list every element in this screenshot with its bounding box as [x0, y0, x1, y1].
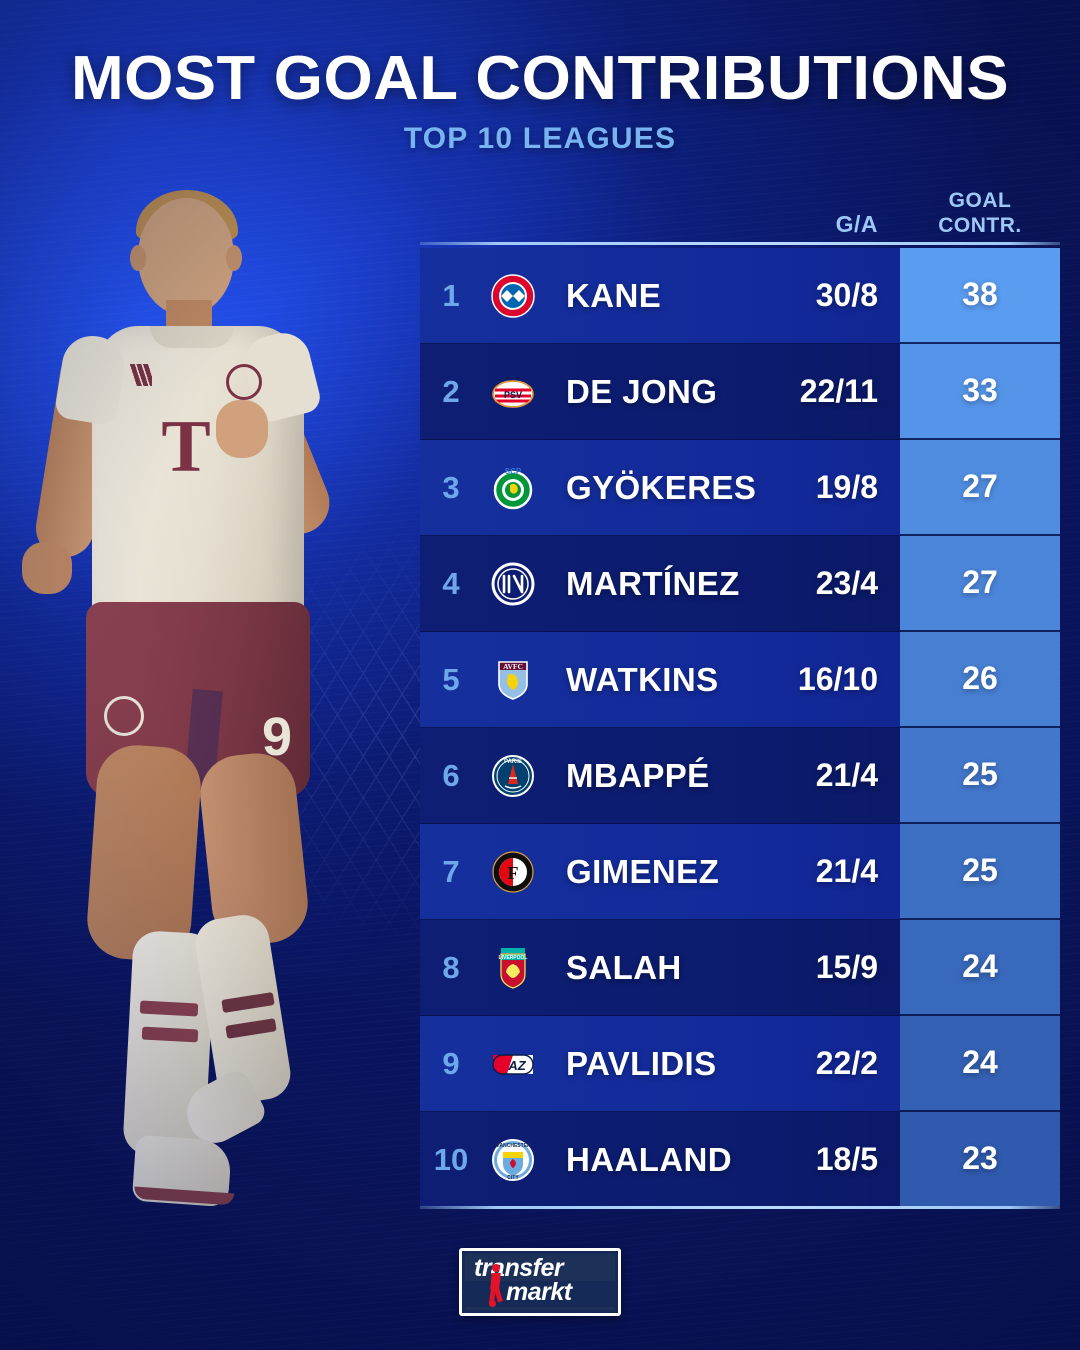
player-name: MARTÍNEZ — [566, 564, 740, 602]
goal-contributions-value: 27 — [900, 535, 1060, 632]
table-row[interactable]: 8 LIVERPOOL SALAH 15/9 24 — [420, 919, 1060, 1016]
club-crest-villa-icon: AVFC — [482, 658, 544, 702]
club-crest-psv-icon: PSV — [482, 370, 544, 414]
column-header-row: G/A GOAL CONTR. — [420, 176, 1060, 240]
player-name: GYÖKERES — [566, 468, 757, 506]
goal-contributions-value: 24 — [900, 1015, 1060, 1112]
goal-contributions-value: 33 — [900, 343, 1060, 440]
rank-number: 2 — [442, 373, 460, 409]
column-header-goal-contr: GOAL CONTR. — [900, 188, 1060, 238]
table-row[interactable]: 2 PSV DE JONG 22/11 33 — [420, 343, 1060, 440]
rank-number: 4 — [442, 565, 460, 601]
svg-text:PSV: PSV — [504, 390, 522, 400]
svg-text:MANCHESTER: MANCHESTER — [495, 1143, 531, 1149]
goal-contributions-value: 27 — [900, 439, 1060, 536]
goals-assists-value: 22/2 — [815, 1045, 878, 1081]
svg-text:LIVERPOOL: LIVERPOOL — [499, 955, 528, 961]
goals-assists-value: 18/5 — [815, 1141, 878, 1177]
player-name: DE JONG — [566, 372, 718, 410]
svg-text:PARIS: PARIS — [504, 759, 522, 765]
ranking-table: 1 KANE 30/8 38 2 PSV DE JONG 22/11 33 3 SCP GYÖKERE… — [420, 247, 1060, 1208]
goals-assists-value: 16/10 — [797, 661, 878, 697]
svg-text:AVFC: AVFC — [503, 662, 523, 671]
telekom-logo-icon: T — [161, 406, 211, 488]
column-header-ga: G/A — [835, 211, 878, 237]
svg-text:CITY: CITY — [507, 1175, 519, 1181]
rank-number: 8 — [442, 949, 460, 985]
transfermarkt-wordmark-bottom: markt — [506, 1278, 572, 1306]
table-row[interactable]: 5 AVFC WATKINS 16/10 26 — [420, 631, 1060, 728]
goal-contributions-value: 25 — [900, 727, 1060, 824]
player-name: HAALAND — [566, 1140, 732, 1178]
column-header-goal-contr-line1: GOAL — [948, 189, 1012, 212]
table-row[interactable]: 3 SCP GYÖKERES 19/8 27 — [420, 439, 1060, 536]
table-row[interactable]: 1 KANE 30/8 38 — [420, 247, 1060, 344]
player-name: GIMENEZ — [566, 852, 720, 890]
table-row[interactable]: 7 F GIMENEZ 21/4 25 — [420, 823, 1060, 920]
player-name: PAVLIDIS — [566, 1044, 717, 1082]
svg-text:F: F — [508, 863, 519, 883]
table-row[interactable]: 10 MANCHESTER CITY HAALAND 18/5 23 — [420, 1111, 1060, 1208]
rank-number: 9 — [442, 1045, 460, 1081]
page-title: MOST GOAL CONTRIBUTIONS — [70, 44, 1010, 113]
goal-contributions-value: 25 — [900, 823, 1060, 920]
goals-assists-value: 19/8 — [815, 469, 878, 505]
svg-text:AZ: AZ — [507, 1058, 526, 1073]
page-subtitle: TOP 10 LEAGUES — [403, 122, 677, 155]
club-crest-psg-icon: PARIS — [482, 754, 544, 798]
player-name: KANE — [566, 276, 662, 314]
goal-contributions-value: 26 — [900, 631, 1060, 728]
goal-contributions-value: 24 — [900, 919, 1060, 1016]
table-bottom-rule — [420, 1206, 1060, 1209]
adidas-logo-icon — [118, 364, 152, 386]
rank-number: 6 — [442, 757, 460, 793]
goals-assists-value: 23/4 — [815, 565, 878, 601]
club-crest-bayern-icon — [482, 273, 544, 318]
goals-assists-value: 21/4 — [815, 757, 878, 793]
transfermarkt-player-icon — [488, 1264, 504, 1307]
rank-number: 3 — [442, 469, 460, 505]
player-photo-harry-kane: T 9 — [0, 150, 430, 1350]
table-row[interactable]: 4 MARTÍNEZ 23/4 27 — [420, 535, 1060, 632]
player-name: WATKINS — [566, 660, 719, 698]
player-name: SALAH — [566, 948, 682, 986]
club-crest-az-icon: AZ — [482, 1042, 544, 1086]
club-crest-mancity-icon: MANCHESTER CITY — [482, 1138, 544, 1182]
goals-assists-value: 30/8 — [815, 277, 878, 313]
club-crest-liverpool-icon: LIVERPOOL — [482, 946, 544, 990]
goal-contributions-value: 38 — [900, 247, 1060, 344]
table-row[interactable]: 6 PARIS MBAPPÉ 21/4 25 — [420, 727, 1060, 824]
rank-number: 5 — [442, 661, 460, 697]
transfermarkt-wordmark-top: transfer — [474, 1254, 564, 1282]
rank-number: 1 — [442, 277, 460, 313]
club-crest-inter-icon — [482, 562, 544, 606]
rank-number: 7 — [442, 853, 460, 889]
rank-number: 10 — [433, 1141, 469, 1177]
transfermarkt-logo: transfer markt — [459, 1248, 621, 1316]
player-name: MBAPPÉ — [566, 756, 710, 794]
svg-text:SCP: SCP — [505, 467, 522, 476]
club-badge-icon — [226, 364, 262, 400]
club-crest-feyenoord-icon: F — [482, 850, 544, 894]
goal-contributions-value: 23 — [900, 1111, 1060, 1208]
goals-assists-value: 22/11 — [799, 373, 878, 409]
table-top-rule — [420, 242, 1060, 245]
club-crest-sporting-icon: SCP — [482, 466, 544, 510]
goals-assists-value: 15/9 — [815, 949, 878, 985]
table-row[interactable]: 9 AZ PAVLIDIS 22/2 24 — [420, 1015, 1060, 1112]
goals-assists-value: 21/4 — [815, 853, 878, 889]
column-header-goal-contr-line2: CONTR. — [938, 214, 1022, 237]
